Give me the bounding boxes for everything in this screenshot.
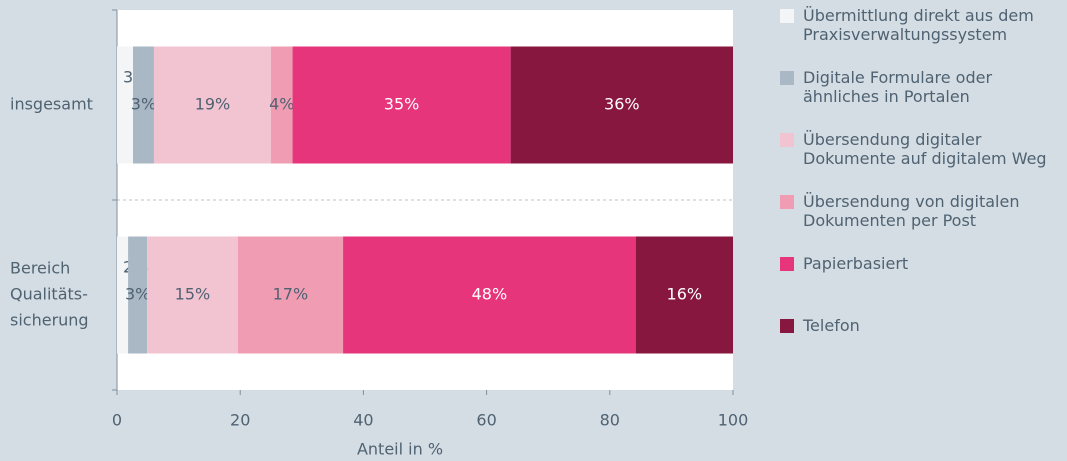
legend-label: Übermittlung direkt aus dem Praxisverwal…	[803, 6, 1034, 44]
bar-segment	[128, 236, 148, 354]
legend-item: Papierbasiert	[780, 254, 1067, 316]
legend-item: Übersendung von digitalen Dokumenten per…	[780, 192, 1067, 254]
bar-segment	[510, 46, 733, 164]
value-label: 4%	[269, 95, 294, 114]
legend-label: Telefon	[803, 316, 860, 335]
legend-label: Digitale Formulare oder ähnliches in Por…	[803, 68, 993, 106]
bar-segment	[133, 46, 154, 164]
bar-segment	[237, 236, 344, 354]
category-label: sicherung	[10, 311, 89, 330]
legend-label: Papierbasiert	[803, 254, 909, 273]
value-label: 48%	[472, 285, 508, 304]
x-tick-label: 80	[600, 411, 620, 430]
value-label: 3%	[131, 95, 156, 114]
value-label: 15%	[175, 285, 211, 304]
legend-swatch	[780, 133, 794, 147]
bar-segment	[635, 236, 733, 354]
x-tick-label: 60	[476, 411, 496, 430]
value-label: 19%	[195, 95, 231, 114]
value-label: 36%	[604, 95, 640, 114]
legend-label: Übersendung von digitalen Dokumenten per…	[803, 192, 1020, 230]
legend-swatch	[780, 71, 794, 85]
legend-item: Telefon	[780, 316, 1067, 378]
bar-segment	[271, 46, 293, 164]
value-label: 16%	[667, 285, 703, 304]
value-label: 3%	[125, 285, 150, 304]
legend-item: Digitale Formulare oder ähnliches in Por…	[780, 68, 1067, 130]
bar-segment	[147, 236, 238, 354]
legend-swatch	[780, 195, 794, 209]
bar-segment	[117, 236, 129, 354]
bar-segment	[343, 236, 636, 354]
x-tick-label: 20	[230, 411, 250, 430]
value-label: 35%	[384, 95, 420, 114]
category-label: insgesamt	[10, 95, 93, 114]
legend: Übermittlung direkt aus dem Praxisverwal…	[780, 6, 1067, 378]
legend-label: Übersendung digitaler Dokumente auf digi…	[803, 130, 1047, 168]
bar-segment	[153, 46, 271, 164]
bar-segment	[117, 46, 134, 164]
x-tick-label: 100	[718, 411, 749, 430]
legend-item: Übermittlung direkt aus dem Praxisverwal…	[780, 6, 1067, 68]
legend-swatch	[780, 257, 794, 271]
legend-item: Übersendung digitaler Dokumente auf digi…	[780, 130, 1067, 192]
chart: Anteil in % 0 20 40 60 80 100 insgesamt 3% 3% 19%…	[10, 9, 749, 459]
legend-swatch	[780, 319, 794, 333]
category-label: Bereich	[10, 259, 70, 278]
category-label: Qualitäts-	[10, 285, 88, 304]
bar-segment	[292, 46, 511, 164]
x-tick-label: 0	[112, 411, 122, 430]
legend-swatch	[780, 9, 794, 23]
value-label: 17%	[273, 285, 309, 304]
x-axis-title: Anteil in %	[357, 440, 443, 459]
x-tick-label: 40	[353, 411, 373, 430]
